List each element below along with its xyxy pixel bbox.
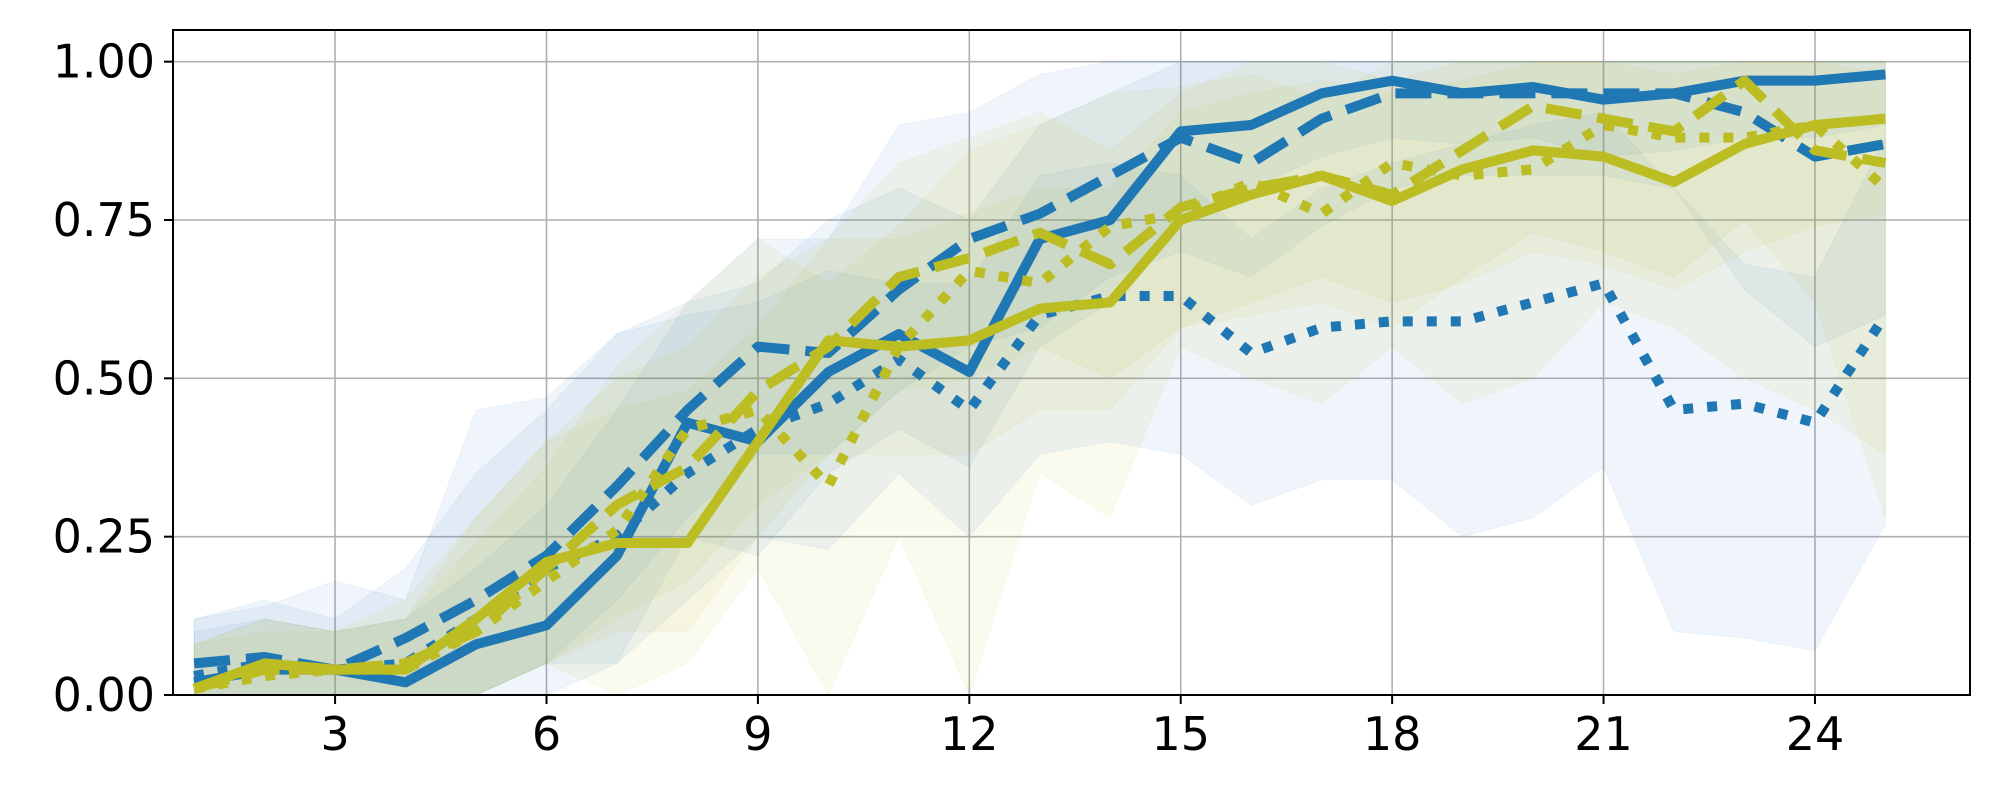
x-tick-label: 15 — [1151, 707, 1210, 761]
x-tick-label: 18 — [1363, 707, 1422, 761]
y-tick-label: 0.00 — [53, 668, 155, 722]
y-tick-label: 0.50 — [53, 351, 155, 405]
x-tick-label: 21 — [1574, 707, 1633, 761]
ticks: 3 6 9 12 15 18 21 24 0.00 0.25 0.50 0.75 1.00 — [53, 35, 1845, 761]
y-tick-label: 0.75 — [53, 193, 155, 247]
series-1-line — [193, 88, 1887, 675]
series-3-line — [192, 113, 1886, 694]
x-tick-label: 3 — [320, 707, 349, 761]
x-tick-label: 6 — [532, 707, 561, 761]
series-lines — [192, 69, 1890, 694]
y-tick-label: 0.25 — [53, 510, 155, 564]
plot-frame — [172, 29, 1971, 696]
x-tick-label: 12 — [940, 707, 999, 761]
series-5-line — [193, 120, 1889, 694]
y-tick-label: 1.00 — [53, 35, 155, 89]
x-tick-label: 9 — [743, 707, 772, 761]
series-0-line — [193, 69, 1886, 688]
x-tick-label: 24 — [1786, 707, 1845, 761]
